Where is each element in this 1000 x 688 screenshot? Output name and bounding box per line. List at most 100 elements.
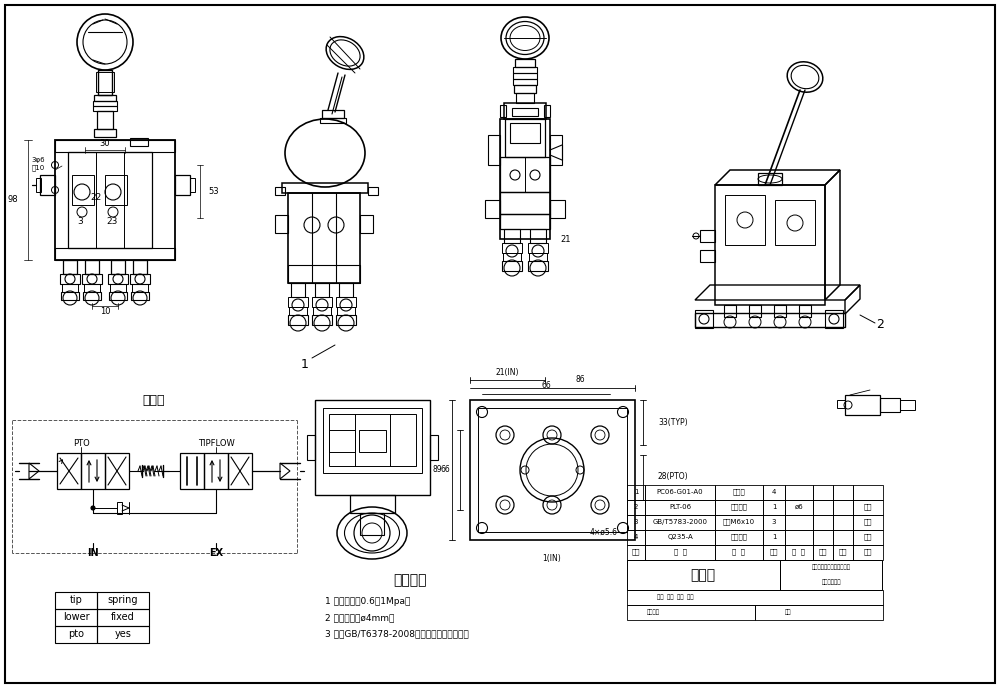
Bar xyxy=(645,530,715,545)
Bar xyxy=(833,515,853,530)
Bar xyxy=(130,274,150,284)
Bar xyxy=(513,79,537,85)
Bar xyxy=(833,530,853,545)
Bar xyxy=(55,140,175,152)
Bar xyxy=(500,192,550,214)
Text: lower: lower xyxy=(63,612,89,622)
Bar xyxy=(190,178,195,192)
Bar xyxy=(785,485,813,500)
Bar xyxy=(83,292,101,300)
Text: 4×ø5.6: 4×ø5.6 xyxy=(590,528,618,537)
Bar xyxy=(785,545,813,560)
Bar xyxy=(500,157,550,192)
Bar xyxy=(289,307,307,315)
Text: 序号: 序号 xyxy=(632,549,640,555)
Text: 4: 4 xyxy=(634,534,638,540)
Bar xyxy=(105,453,129,489)
Text: 3φ6: 3φ6 xyxy=(31,157,45,163)
Bar xyxy=(725,195,765,245)
Text: 28(PTO): 28(PTO) xyxy=(658,473,689,482)
Bar xyxy=(853,500,883,515)
Bar xyxy=(97,626,149,643)
Bar xyxy=(312,297,332,307)
Bar xyxy=(695,310,713,328)
Bar xyxy=(62,284,78,292)
Text: 原理图: 原理图 xyxy=(143,394,165,407)
Text: 材  料: 材 料 xyxy=(792,549,806,555)
Bar xyxy=(430,435,438,460)
Bar xyxy=(544,105,550,117)
Text: PLT-06: PLT-06 xyxy=(669,504,691,510)
Bar xyxy=(627,515,645,530)
Bar xyxy=(85,260,99,274)
Bar xyxy=(853,545,883,560)
Text: 3: 3 xyxy=(772,519,776,525)
Text: tip: tip xyxy=(70,595,82,605)
Bar xyxy=(502,243,522,253)
Bar xyxy=(315,400,430,495)
Text: 22: 22 xyxy=(90,193,102,202)
Bar xyxy=(329,430,355,452)
Text: 慢降控制气阀: 慢降控制气阀 xyxy=(821,579,841,585)
Bar xyxy=(329,414,416,466)
Bar xyxy=(550,135,562,165)
Text: 1: 1 xyxy=(772,534,776,540)
Text: pto: pto xyxy=(68,629,84,639)
Bar xyxy=(360,215,373,233)
Text: 3: 3 xyxy=(634,519,638,525)
Bar xyxy=(504,229,520,243)
Bar xyxy=(81,453,105,489)
Bar xyxy=(111,260,125,274)
Bar xyxy=(500,214,550,229)
Bar xyxy=(322,110,344,118)
Text: 代  号: 代 号 xyxy=(674,549,686,555)
Bar xyxy=(337,307,355,315)
Text: Q235-A: Q235-A xyxy=(667,534,693,540)
Bar xyxy=(825,310,843,328)
Bar xyxy=(288,315,308,325)
Text: 86: 86 xyxy=(575,376,585,385)
Bar xyxy=(470,400,635,540)
Bar xyxy=(61,292,79,300)
Bar xyxy=(93,106,117,111)
Bar xyxy=(288,193,360,283)
Bar xyxy=(105,175,127,205)
Text: 21: 21 xyxy=(560,235,570,244)
Bar xyxy=(627,605,755,620)
Bar xyxy=(833,485,853,500)
Bar xyxy=(503,253,521,261)
Bar xyxy=(645,500,715,515)
Text: 3 符合GB/T6378-2008气动换向阀技术条件。: 3 符合GB/T6378-2008气动换向阀技术条件。 xyxy=(325,630,469,638)
Bar xyxy=(55,592,97,609)
Bar xyxy=(82,274,102,284)
Bar xyxy=(360,513,384,535)
Text: 选装: 选装 xyxy=(864,519,872,526)
Bar xyxy=(880,398,900,412)
Text: 2 公称通径：ø4mm；: 2 公称通径：ø4mm； xyxy=(325,614,394,623)
Bar xyxy=(204,453,228,489)
Bar xyxy=(700,230,715,242)
Text: 总重: 总重 xyxy=(839,549,847,555)
Bar xyxy=(500,105,506,117)
Bar xyxy=(785,530,813,545)
Bar xyxy=(645,515,715,530)
Bar xyxy=(72,175,94,205)
Bar xyxy=(132,284,148,292)
Bar xyxy=(813,545,833,560)
Bar xyxy=(228,453,252,489)
Text: 89: 89 xyxy=(432,466,442,475)
Bar xyxy=(282,183,368,193)
Bar xyxy=(94,95,116,101)
Circle shape xyxy=(91,506,95,510)
Bar xyxy=(715,485,763,500)
Bar xyxy=(763,515,785,530)
Bar xyxy=(359,430,386,452)
Text: 选装: 选装 xyxy=(864,504,872,510)
Bar xyxy=(645,485,715,500)
Text: 1 控制气压：0.6～1Mpa；: 1 控制气压：0.6～1Mpa； xyxy=(325,597,410,607)
Text: ø6: ø6 xyxy=(795,504,803,510)
Bar xyxy=(505,119,545,157)
Bar xyxy=(93,101,117,106)
Bar xyxy=(763,530,785,545)
Bar xyxy=(510,123,540,143)
